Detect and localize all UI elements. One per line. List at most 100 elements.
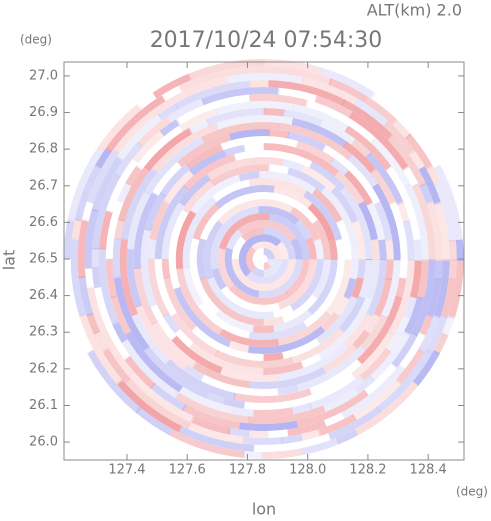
echo-cell	[426, 200, 443, 261]
echo-cell	[387, 134, 427, 188]
echo-cell	[227, 427, 250, 438]
echo-cell	[252, 433, 331, 452]
echo-cell	[177, 385, 236, 415]
echo-cell	[86, 148, 120, 204]
echo-cell	[136, 91, 159, 110]
echo-cell	[344, 125, 393, 172]
echo-cell	[282, 158, 304, 172]
echo-cell	[116, 181, 133, 204]
echo-cell	[116, 378, 182, 433]
echo-cell	[247, 321, 308, 340]
echo-cell	[81, 199, 94, 222]
echo-cell	[245, 259, 289, 285]
echo-cell	[433, 201, 450, 261]
echo-cell	[419, 182, 434, 205]
echo-cell	[302, 259, 345, 328]
echo-cell	[86, 285, 123, 361]
echo-cell	[245, 246, 256, 272]
echo-cell	[263, 241, 282, 260]
echo-cell	[339, 185, 373, 261]
y-tick-label: 26.3	[29, 325, 58, 340]
echo-cell	[345, 345, 366, 366]
echo-cell	[214, 309, 255, 333]
echo-cell	[161, 84, 184, 102]
echo-cell	[190, 415, 231, 435]
echo-cell	[210, 206, 260, 270]
echo-cell	[140, 228, 157, 308]
echo-cell	[404, 133, 434, 171]
x-tick-label: 127.8	[229, 463, 266, 478]
echo-cell	[300, 77, 359, 105]
echo-cell	[261, 448, 303, 460]
echo-cell	[191, 361, 250, 389]
echo-cell	[79, 312, 123, 385]
echo-cell	[71, 218, 82, 241]
echo-cell	[212, 179, 251, 202]
echo-cell	[105, 94, 167, 153]
echo-cell	[309, 161, 345, 191]
echo-cell	[441, 315, 456, 338]
echo-cell	[277, 311, 332, 346]
x-unit: (deg)	[456, 485, 488, 499]
echo-cell	[181, 404, 241, 430]
echo-cell	[281, 338, 321, 360]
echo-cell	[426, 165, 442, 188]
echo-cell	[116, 113, 164, 161]
echo-cell	[433, 164, 463, 242]
echo-cell	[178, 66, 257, 92]
echo-cell	[166, 98, 206, 123]
echo-cell	[105, 257, 118, 299]
echo-cell	[126, 247, 143, 308]
echo-cell	[287, 131, 327, 152]
x-tick-label: 127.6	[169, 463, 206, 478]
echo-cell	[282, 109, 323, 127]
echo-cell	[179, 108, 219, 132]
echo-cell	[214, 100, 295, 116]
y-tick-label: 26.7	[29, 178, 58, 193]
echo-cell	[272, 304, 294, 319]
echo-cell	[398, 332, 426, 371]
echo-cell	[63, 218, 75, 259]
echo-cell	[277, 122, 353, 160]
echo-cell	[290, 207, 321, 242]
echo-cell	[373, 201, 393, 242]
echo-cell	[119, 238, 138, 317]
echo-cell	[159, 118, 181, 137]
echo-cell	[220, 136, 300, 151]
echo-cell	[295, 358, 352, 392]
echo-cell	[402, 166, 419, 188]
echo-cell	[425, 314, 448, 355]
echo-cell	[358, 259, 373, 300]
echo-cell	[289, 259, 324, 312]
echo-cell	[333, 170, 365, 206]
echo-cell	[272, 309, 313, 333]
echo-cell	[219, 213, 270, 250]
echo-cell	[296, 140, 335, 165]
echo-cell	[247, 405, 326, 425]
echo-cell	[266, 259, 275, 267]
echo-cell	[389, 201, 408, 261]
chart-title: 2017/10/24 07:54:30	[150, 28, 383, 53]
echo-cell	[408, 149, 426, 171]
echo-cell	[115, 355, 134, 377]
echo-cell	[252, 325, 275, 333]
echo-cell	[395, 314, 411, 337]
echo-cell	[365, 259, 387, 318]
echo-cell	[183, 267, 204, 307]
echo-cell	[176, 267, 224, 336]
echo-cell	[308, 359, 362, 396]
echo-cell	[232, 407, 255, 417]
echo-cell	[338, 295, 366, 334]
echo-cell	[341, 99, 394, 141]
echo-cell	[132, 129, 166, 164]
echo-cell	[328, 78, 368, 103]
echo-cell	[173, 286, 232, 348]
echo-cell	[135, 304, 189, 371]
echo-cell	[154, 184, 189, 259]
y-tick-label: 26.9	[29, 105, 58, 120]
echo-cell	[413, 239, 422, 261]
echo-cell	[178, 173, 212, 207]
echo-cell	[201, 87, 281, 106]
echo-cell	[385, 331, 403, 354]
echo-cell	[273, 150, 314, 169]
